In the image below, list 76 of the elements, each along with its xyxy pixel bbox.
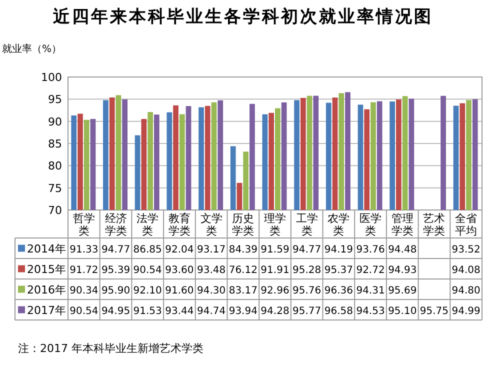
x-tick-label: 全省平均	[455, 212, 478, 238]
data-label: 83.17	[228, 285, 258, 296]
data-label: 94.77	[101, 244, 130, 256]
data-label: 96.36	[324, 285, 354, 296]
data-label: 92.10	[133, 285, 162, 296]
data-label: 95.77	[292, 306, 322, 317]
y-tick-label: 70	[48, 204, 62, 217]
data-label: 95.90	[101, 285, 130, 296]
data-label: 95.37	[324, 264, 354, 276]
x-tick-label: 教育学类	[168, 212, 190, 238]
x-tick-label: 历史学类	[232, 212, 254, 238]
legend-label: 2017年	[27, 304, 66, 317]
data-label: 94.30	[196, 285, 226, 296]
data-label: 94.80	[452, 285, 480, 296]
data-label: 94.48	[388, 244, 417, 256]
data-label: 91.33	[70, 244, 98, 256]
x-tick-label: 医学类	[360, 212, 382, 238]
legend-label: 2015年	[27, 262, 66, 276]
x-tick-label: 管理学类	[391, 212, 414, 238]
data-label: 94.74	[196, 306, 226, 317]
x-tick-label: 工学类	[296, 212, 318, 238]
data-label: 93.76	[356, 244, 385, 256]
data-label: 86.85	[133, 244, 162, 256]
x-tick-label: 法学类	[136, 212, 159, 238]
data-label: 94.19	[324, 244, 354, 256]
y-axis-title: 就业率（%）	[2, 43, 62, 55]
data-label: 94.28	[260, 306, 290, 317]
y-tick-label: 75	[48, 182, 62, 195]
data-label: 93.52	[452, 244, 480, 256]
data-label: 95.76	[292, 285, 322, 296]
data-label: 95.69	[388, 285, 417, 296]
data-label: 95.75	[420, 306, 449, 317]
data-label: 93.94	[228, 306, 258, 317]
data-label: 96.58	[324, 306, 354, 317]
legend-label: 2016年	[27, 283, 66, 296]
data-label: 95.28	[292, 264, 322, 276]
data-label: 94.31	[356, 285, 385, 296]
y-tick-label: 80	[48, 160, 62, 173]
data-label: 93.44	[165, 306, 194, 317]
data-label: 91.59	[260, 244, 290, 256]
text: 注：2017 年本科毕业生新增艺术学类	[18, 342, 204, 355]
data-label: 94.99	[452, 306, 480, 317]
x-tick-label: 文学类	[200, 212, 222, 238]
data-label: 93.17	[196, 244, 226, 256]
data-label: 90.54	[133, 264, 162, 276]
data-label: 76.12	[228, 264, 258, 276]
y-tick-label: 100	[41, 71, 62, 84]
chart-title: 近四年来本科毕业生各学科初次就业率情况图	[52, 7, 433, 27]
x-tick-label: 哲学类	[72, 212, 95, 238]
data-label: 84.39	[228, 244, 258, 256]
data-label: 90.34	[70, 285, 98, 296]
data-label: 91.72	[70, 264, 98, 276]
data-label: 91.60	[165, 285, 194, 296]
legend-label: 2014年	[27, 242, 66, 256]
data-label: 94.08	[452, 264, 480, 276]
data-label: 91.53	[133, 306, 162, 317]
data-label: 92.04	[165, 244, 194, 256]
data-label: 94.95	[101, 306, 130, 317]
data-label: 94.93	[388, 264, 417, 276]
data-label: 94.77	[292, 244, 322, 256]
y-tick-label: 85	[48, 138, 62, 150]
x-tick-label: 理学类	[264, 212, 286, 238]
data-label: 92.72	[356, 264, 385, 276]
x-tick-label: 农学类	[328, 212, 350, 238]
data-label: 95.39	[101, 264, 130, 276]
data-label: 95.10	[388, 306, 417, 317]
x-tick-label: 艺术学类	[423, 212, 446, 238]
y-tick-label: 95	[48, 93, 62, 106]
data-label: 90.54	[70, 306, 98, 317]
data-label: 92.96	[260, 285, 290, 296]
data-label: 91.91	[260, 264, 290, 276]
x-tick-label: 经济学类	[104, 212, 127, 238]
y-tick-label: 90	[48, 115, 62, 128]
data-label: 93.60	[165, 264, 194, 276]
data-label: 93.48	[196, 264, 226, 276]
data-label: 94.53	[356, 306, 385, 317]
